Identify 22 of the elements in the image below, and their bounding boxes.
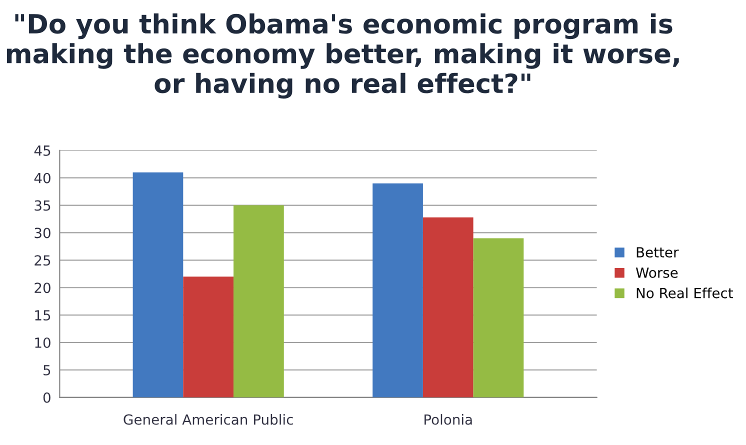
bar [372,183,423,398]
y-tick-label: 40 [34,172,50,184]
y-tick-label: 10 [35,337,50,348]
y-tick-label: 45 [34,146,50,156]
legend-label: Worse [636,268,678,278]
y-tick-label: 0 [43,392,50,403]
legend-label: No Real Effect [636,288,734,298]
y-tick-label: 25 [34,255,50,266]
y-tick-label: 35 [34,200,50,211]
bar [234,205,284,398]
y-tick-label: 30 [34,228,50,238]
bar [132,172,184,398]
y-tick-label: 20 [34,282,50,294]
x-tick-label: General American Public [124,414,293,425]
chart-title: "Do you think Obama's economic program is making the economy better, making it worse, or having no real effect?" [6,13,679,99]
legend-label: Better [636,247,679,258]
x-tick-label: Polonia [424,414,472,425]
bar [473,238,524,398]
bar [422,217,474,398]
y-tick-label: 15 [35,310,50,321]
bar [183,276,234,398]
y-tick-label: 5 [44,365,50,376]
